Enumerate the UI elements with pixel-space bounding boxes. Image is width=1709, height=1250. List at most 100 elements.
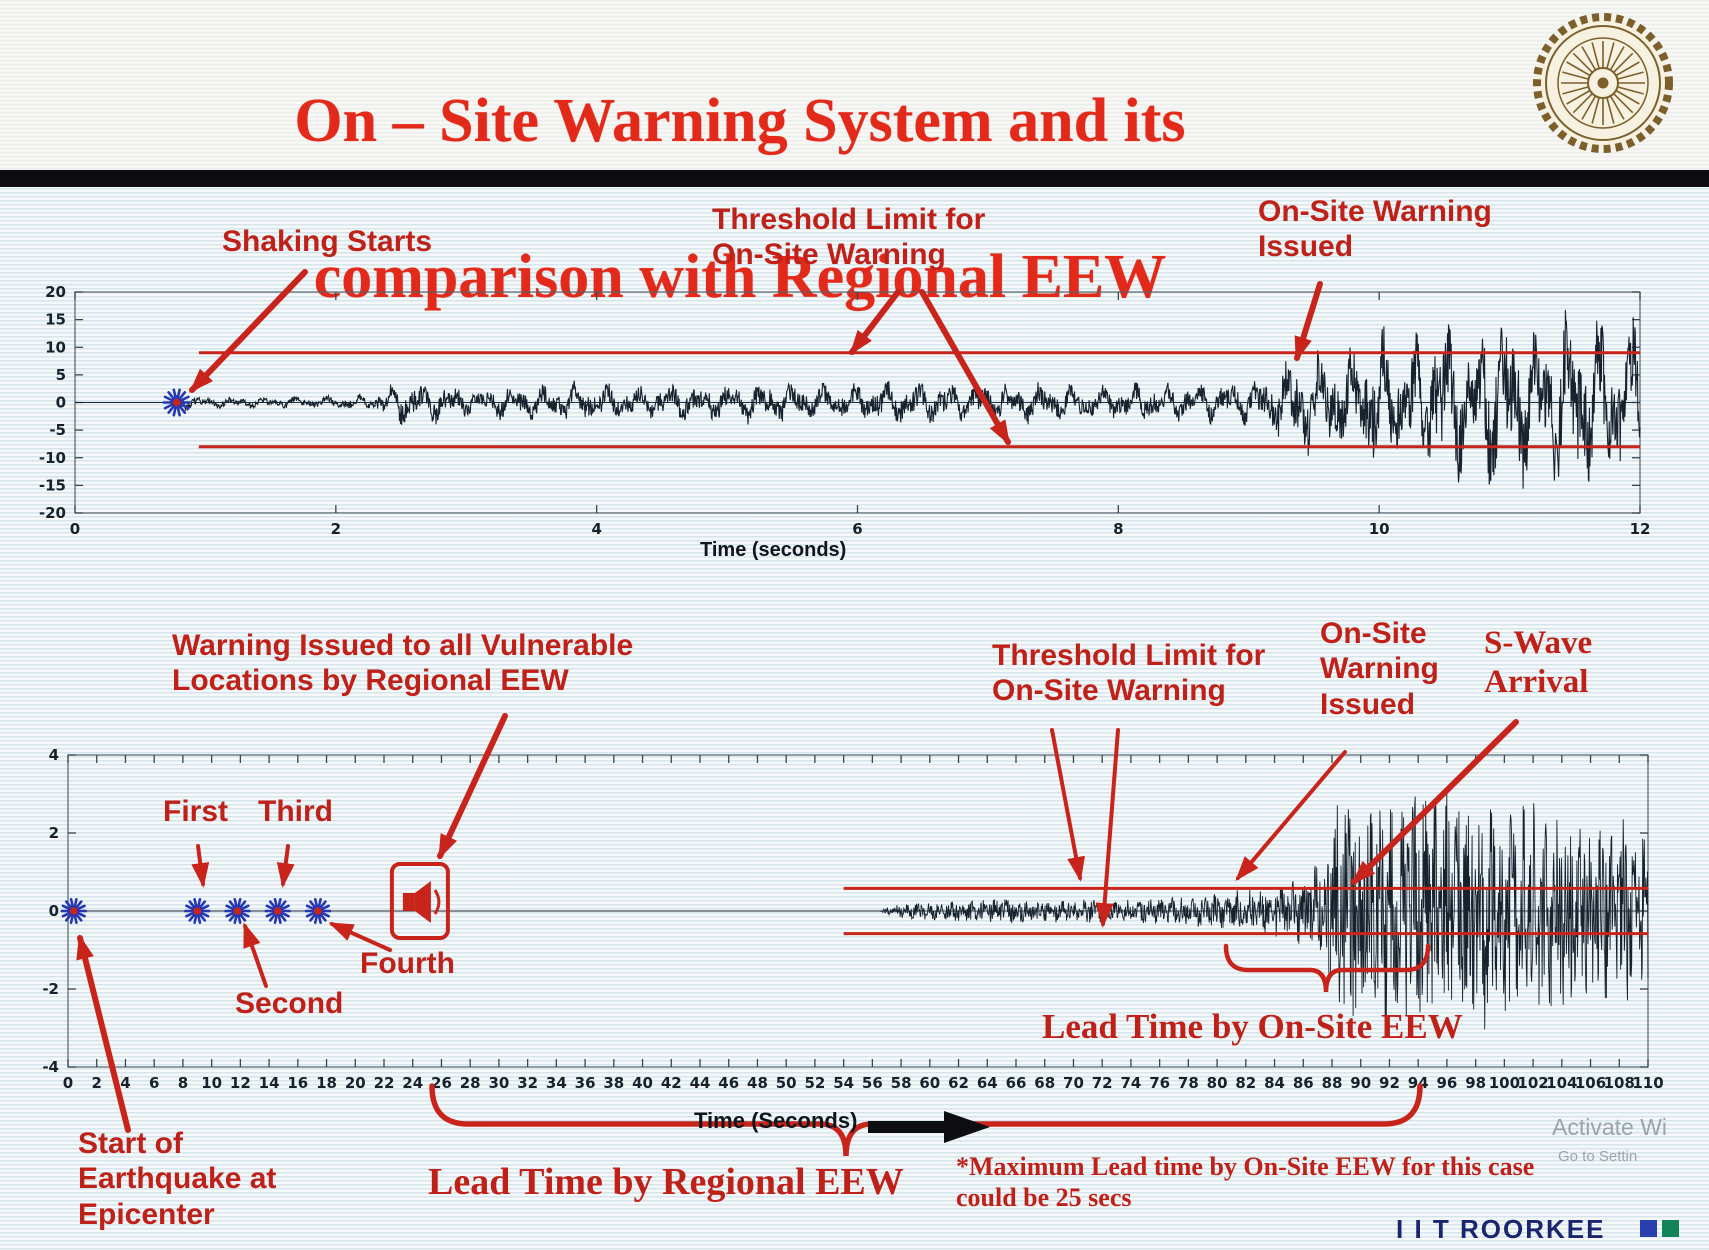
svg-text:24: 24 [402,1074,423,1092]
svg-text:2: 2 [92,1074,102,1092]
svg-text:10: 10 [45,338,66,356]
svg-text:8: 8 [178,1074,188,1092]
label-lead-time-onsite: Lead Time by On-Site EEW [1042,1007,1463,1046]
svg-text:10: 10 [1369,520,1390,538]
label-first: First [163,795,229,828]
svg-text:16: 16 [287,1074,308,1092]
svg-text:74: 74 [1120,1074,1141,1092]
arrow-regional-warning-issued [437,713,508,860]
seismogram-trace [68,789,1649,1030]
regional-eew-broadcast-icon [389,862,450,940]
svg-text:54: 54 [833,1074,854,1092]
activate-windows-watermark: Activate Wi [1552,1114,1668,1140]
svg-text:2: 2 [49,824,59,842]
svg-text:42: 42 [661,1074,682,1092]
iit-roorkee-logo [1533,13,1673,153]
svg-text:-5: -5 [49,421,66,439]
svg-text:80: 80 [1207,1074,1228,1092]
arrow-first-detection [191,844,210,888]
arrow-onsite-warning-top [1294,281,1323,362]
svg-text:52: 52 [804,1074,825,1092]
brace-lead-time-regional [429,1083,1423,1157]
arrow-threshold-bottom-lower [1095,728,1120,928]
svg-text:20: 20 [45,283,66,301]
p-wave-detection-star [183,898,211,924]
label-max-lead-note: *Maximum Lead time by On-Site EEW for th… [956,1152,1535,1212]
p-wave-detection-star [224,898,251,924]
svg-text:32: 32 [517,1074,538,1092]
arrow-fourth-detection [328,922,392,952]
svg-text:84: 84 [1264,1074,1285,1092]
svg-text:15: 15 [45,311,66,329]
svg-text:10: 10 [201,1074,222,1092]
slide-title: On – Site Warning System and its compari… [0,4,1480,316]
svg-text:108: 108 [1604,1074,1635,1092]
svg-text:88: 88 [1322,1074,1343,1092]
svg-text:5: 5 [56,366,66,384]
arrow-second-detection [243,922,268,988]
svg-text:8: 8 [1113,520,1123,538]
svg-text:0: 0 [56,394,66,412]
label-lead-time-regional: Lead Time by Regional EEW [428,1161,904,1203]
svg-text:68: 68 [1034,1074,1055,1092]
label-threshold-limit-bottom: Threshold Limit for On-Site Warning [992,639,1266,708]
arrow-epicenter-start [76,934,131,1133]
svg-text:-15: -15 [39,476,66,494]
svg-text:76: 76 [1149,1074,1170,1092]
label-onsite-warning-issued-top: On-Site Warning Issued [1258,195,1492,264]
svg-text:20: 20 [345,1074,366,1092]
onsite-warning-seismogram: 0 2 4 6 8 10 12 20 15 10 5 0 -5 -10 -15 -20 [39,283,1651,538]
label-s-wave-arrival: S-Wave Arrival [1484,625,1593,700]
logo-chakra-spokes [1561,41,1645,125]
arrow-threshold-top-lower [919,289,1011,446]
svg-text:70: 70 [1063,1074,1084,1092]
p-wave-detection-star [264,898,292,924]
svg-text:4: 4 [49,746,59,764]
svg-text:48: 48 [747,1074,768,1092]
svg-text:78: 78 [1178,1074,1199,1092]
arrow-threshold-top-upper [849,289,901,356]
svg-text:50: 50 [776,1074,797,1092]
svg-text:0: 0 [70,520,80,538]
svg-text:86: 86 [1293,1074,1314,1092]
svg-text:100: 100 [1489,1074,1520,1092]
label-threshold-limit-top: Threshold Limit for On-Site Warning [712,203,986,272]
top-chart-xlabel: Time (seconds) [700,539,847,561]
seismogram-trace [75,309,1641,489]
svg-text:22: 22 [374,1074,395,1092]
regional-comparison-seismogram: 0 2 4 6 8 10 12 14 16 18 20 22 24 26 28 30 32 34 36 38 40 42 4… [42,746,1663,1092]
svg-text:38: 38 [603,1074,624,1092]
svg-text:40: 40 [632,1074,653,1092]
svg-text:94: 94 [1408,1074,1429,1092]
svg-text:46: 46 [718,1074,739,1092]
svg-text:6: 6 [852,520,862,538]
p-wave-detection-star [60,898,88,924]
slide-title-line1: On – Site Warning System and its [294,87,1186,156]
svg-text:26: 26 [431,1074,452,1092]
svg-text:34: 34 [546,1074,567,1092]
svg-text:30: 30 [488,1074,509,1092]
svg-text:28: 28 [460,1074,481,1092]
svg-text:90: 90 [1350,1074,1371,1092]
svg-text:-20: -20 [39,504,66,522]
svg-text:60: 60 [919,1074,940,1092]
svg-text:-10: -10 [39,449,66,467]
label-epicenter-start: Start of Earthquake at Epicenter [78,1127,277,1231]
svg-text:98: 98 [1465,1074,1486,1092]
svg-text:2: 2 [331,520,341,538]
svg-text:96: 96 [1436,1074,1457,1092]
svg-text:0: 0 [63,1074,73,1092]
svg-text:36: 36 [575,1074,596,1092]
activate-windows-watermark-line2: Go to Settin [1558,1148,1638,1165]
label-onsite-warning-issued-bottom: On-Site Warning Issued [1320,617,1439,721]
svg-text:104: 104 [1546,1074,1577,1092]
svg-text:0: 0 [49,902,59,920]
label-third: Third [258,795,333,828]
svg-text:110: 110 [1632,1074,1663,1092]
svg-text:-2: -2 [42,980,59,998]
svg-text:4: 4 [120,1074,130,1092]
bottom-chart-xlabel: Time (Seconds) [694,1108,858,1133]
